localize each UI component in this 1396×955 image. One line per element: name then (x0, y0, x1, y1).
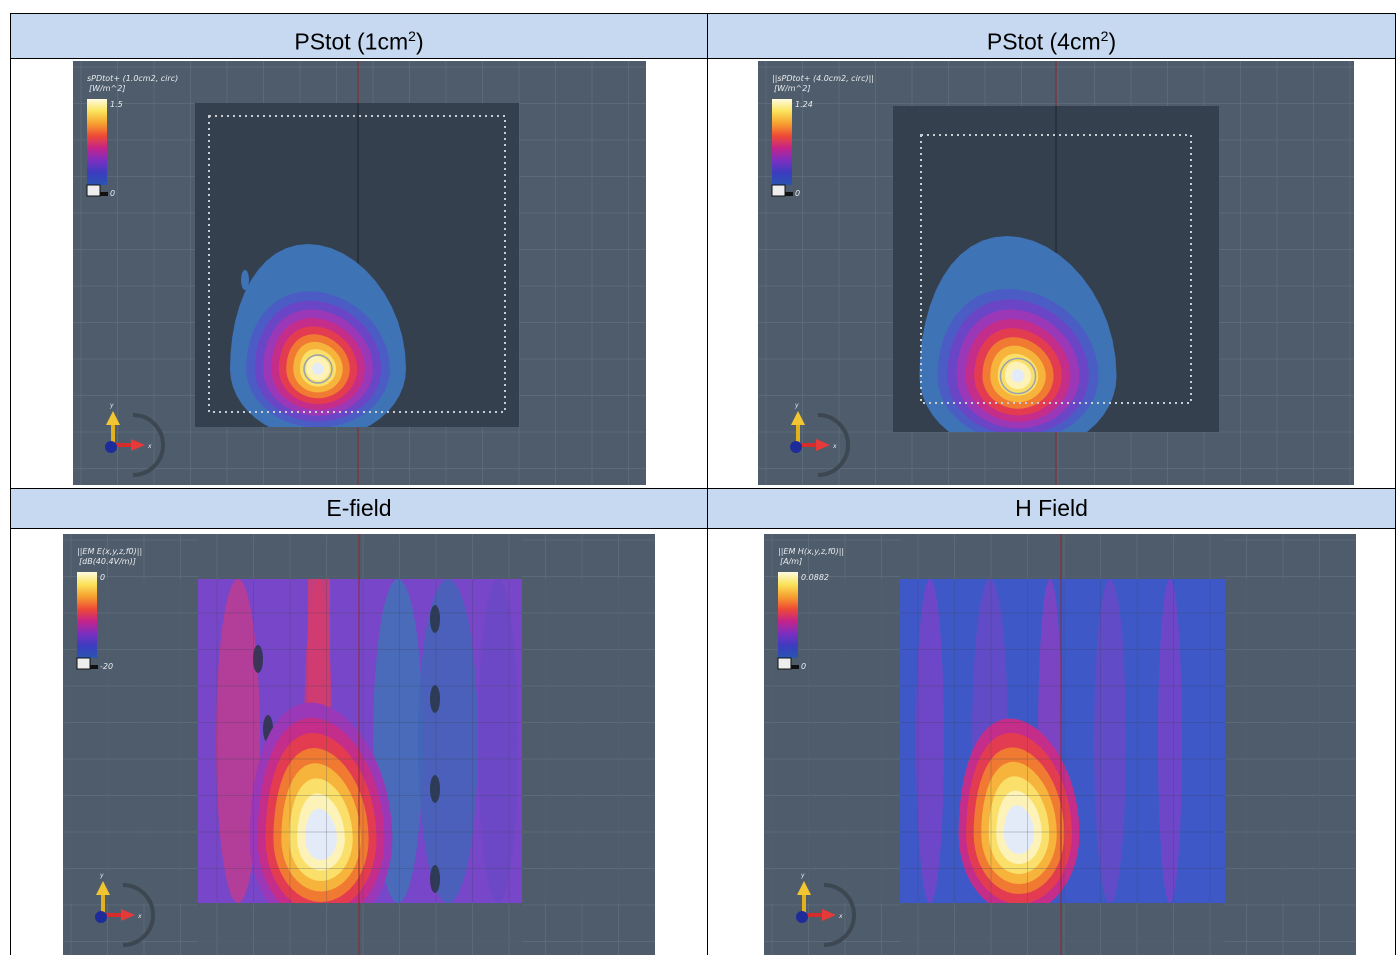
legend-min: 0 (110, 189, 115, 198)
field-contour (1003, 805, 1035, 854)
header-text: PStot (1cm (294, 28, 409, 55)
cell-header: E-field (11, 489, 707, 529)
axis-z (95, 911, 107, 923)
header-text: H Field (1015, 495, 1088, 521)
rotation-arc (132, 413, 165, 477)
legend-max: 0.0882 (801, 573, 829, 582)
field-band (916, 579, 944, 903)
colorbar-cap (86, 184, 101, 197)
field-band (418, 579, 478, 903)
colorbar (87, 99, 107, 185)
header-superscript: 2 (1100, 28, 1109, 44)
legend-max: 0 (100, 573, 105, 582)
field-contour (305, 808, 337, 860)
axis-y-label: y (794, 402, 799, 409)
colorbar (778, 572, 798, 658)
axis-x-label: x (137, 913, 142, 920)
cell-header: PStot (1cm2) (11, 14, 707, 59)
colorbar (77, 572, 97, 658)
axis-x-label: x (838, 913, 843, 920)
axis-z (790, 441, 802, 453)
table-cell: E-field (10, 488, 707, 955)
cell-header: H Field (708, 489, 1395, 529)
legend-quantity: ||EM E(x,y,z,f0)|| (77, 547, 142, 556)
header-text: PStot (4cm (986, 28, 1101, 55)
field-contour (1011, 368, 1025, 383)
field-band (216, 579, 260, 903)
legend-max: 1.5 (110, 100, 123, 109)
axis-z (105, 441, 117, 453)
colorbar-cap (771, 184, 786, 197)
header-superscript: 2 (408, 28, 416, 44)
table-cell: PStot (1cm2) (10, 13, 707, 490)
legend-quantity: ||sPDtot+ (4.0cm2, circ)|| (772, 74, 874, 83)
colorbar-cap (90, 665, 98, 669)
field-plot: ||sPDtot+ (4.0cm2, circ)||[W/m^2] 1.24 0 y x (758, 61, 1354, 485)
averaging-circle (303, 354, 333, 384)
field-band (478, 579, 518, 903)
axis-y-head (791, 411, 805, 425)
field-plot: ||EM E(x,y,z,f0)||[dB(40.4V/m)] 0 -20 y x (63, 534, 655, 955)
table-cell: PStot (4cm2) (707, 13, 1396, 490)
cell-header: PStot (4cm2) (708, 14, 1395, 59)
averaging-circle (999, 357, 1037, 395)
axis-z (796, 911, 808, 923)
legend-quantity: sPDtot+ (1.0cm2, circ) (87, 74, 178, 83)
field-plot: ||EM H(x,y,z,f0)||[A/m] 0.0882 0 y x (764, 534, 1356, 955)
colorbar-cap (785, 192, 793, 196)
legend-min: 0 (795, 189, 800, 198)
axis-y-label: y (800, 872, 805, 879)
legend-unit: [W/m^2] (89, 84, 125, 93)
table-cell: H Field (707, 488, 1396, 955)
axis-y-head (797, 881, 811, 895)
header-text: E-field (326, 495, 392, 521)
colorbar (772, 99, 792, 185)
field-spot (241, 270, 249, 290)
legend-unit: [A/m] (780, 557, 802, 566)
axis-x-head (822, 909, 836, 921)
field-band (1094, 579, 1126, 903)
legend-max: 1.24 (795, 100, 813, 109)
header-text: ) (415, 28, 424, 55)
field-spot (430, 605, 440, 633)
rotation-arc (817, 413, 850, 477)
scan-outline (920, 134, 1192, 404)
field-band (1158, 579, 1182, 903)
legend-quantity: ||EM H(x,y,z,f0)|| (778, 547, 844, 556)
axis-x-label: x (147, 443, 152, 450)
axis-y-head (106, 411, 120, 425)
colorbar-cap (777, 657, 792, 670)
field-spot (430, 775, 440, 803)
axis-x-head (121, 909, 135, 921)
axis-y-label: y (99, 872, 104, 879)
colorbar-cap (76, 657, 91, 670)
axis-y-head (96, 881, 110, 895)
field-spot (430, 685, 440, 713)
axis-y-label: y (109, 402, 114, 409)
legend-min: -20 (100, 662, 113, 671)
rotation-arc (823, 883, 856, 947)
axis-x-head (816, 439, 830, 451)
rotation-arc (122, 883, 155, 947)
axis-x-label: x (832, 443, 837, 450)
legend-unit: [W/m^2] (774, 84, 810, 93)
colorbar-cap (791, 665, 799, 669)
field-contour (312, 362, 324, 375)
legend-unit: [dB(40.4V/m)] (79, 557, 136, 566)
field-spot (430, 865, 440, 893)
field-plot: sPDtot+ (1.0cm2, circ)[W/m^2] 1.5 0 y x (73, 61, 646, 485)
colorbar-cap (100, 192, 108, 196)
axis-x-head (131, 439, 145, 451)
scan-outline (208, 115, 506, 413)
field-spot (253, 645, 263, 673)
legend-min: 0 (801, 662, 806, 671)
header-text: ) (1108, 28, 1117, 55)
